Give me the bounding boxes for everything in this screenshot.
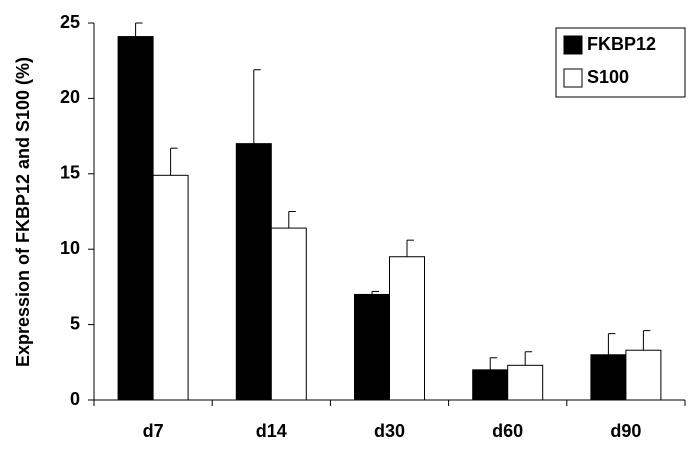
error-bar <box>253 69 261 144</box>
x-tick-label: d30 <box>374 421 405 441</box>
x-tick-label: d90 <box>610 421 641 441</box>
error-bar <box>489 357 498 370</box>
error-bar <box>371 290 379 295</box>
legend-label: FKBP12 <box>587 34 656 54</box>
legend-swatch <box>563 68 583 88</box>
y-axis-label: Expression of FKBP12 and S100 (%) <box>13 57 33 367</box>
bar <box>590 354 627 401</box>
y-tick-label: 5 <box>70 313 80 333</box>
error-bar <box>288 211 296 229</box>
y-tick-label: 20 <box>60 87 80 107</box>
bar <box>625 349 662 401</box>
y-tick-label: 10 <box>60 238 80 258</box>
error-bar <box>170 147 178 176</box>
bar <box>472 369 509 401</box>
error-bar <box>642 330 651 351</box>
bar <box>117 36 154 401</box>
legend-label: S100 <box>587 67 629 87</box>
error-bar <box>607 333 616 355</box>
bar <box>507 364 544 401</box>
x-tick-label: d7 <box>143 421 164 441</box>
bar <box>354 293 390 401</box>
error-bar <box>524 351 533 366</box>
x-tick-label: d60 <box>492 421 523 441</box>
legend-swatch <box>563 35 583 55</box>
bar <box>152 174 189 401</box>
y-tick-label: 25 <box>60 12 80 32</box>
bar <box>235 143 272 401</box>
bar <box>389 256 425 401</box>
bar <box>270 227 307 401</box>
x-tick-label: d14 <box>256 421 287 441</box>
error-bar <box>406 239 414 257</box>
error-bar <box>135 22 143 37</box>
y-tick-label: 0 <box>70 389 80 409</box>
y-tick-label: 15 <box>60 163 80 183</box>
